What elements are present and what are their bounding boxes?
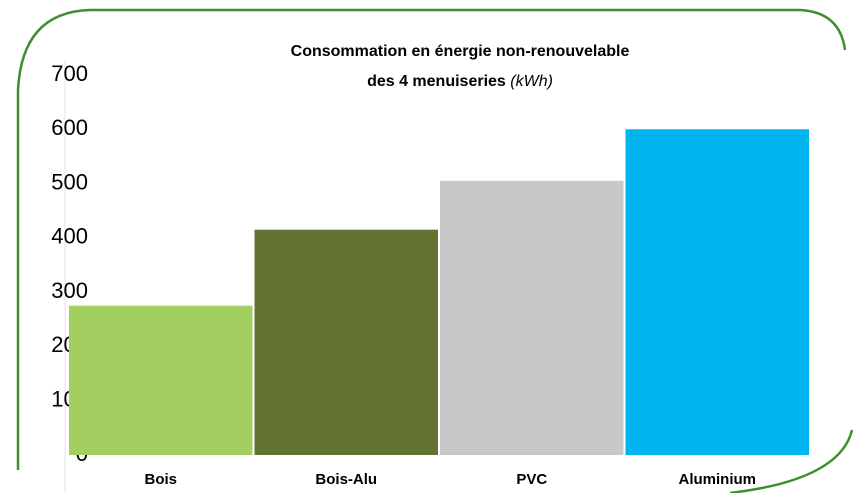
chart-title: des 4 menuiseries (kWh) [367,73,553,90]
y-tick-label: 600 [51,115,88,140]
x-tick-label: PVC [516,471,547,488]
bar [440,180,624,455]
frame [729,429,854,493]
chart-title: des 4 menuiseries [367,73,506,90]
chart-title: Consommation en énergie non-renouvelable [291,43,630,60]
y-tick-label: 700 [51,61,88,86]
chart-unit: (kWh) [510,73,553,90]
x-tick-label: Aluminium [679,471,757,488]
y-tick-label: 300 [51,278,88,303]
bar [625,129,809,456]
x-tick-label: Bois [144,471,177,488]
bar [254,229,438,455]
bar [69,305,253,455]
y-tick-label: 500 [51,169,88,194]
frame [16,8,847,470]
x-tick-label: Bois-Alu [315,471,377,488]
y-tick-label: 400 [51,224,88,249]
